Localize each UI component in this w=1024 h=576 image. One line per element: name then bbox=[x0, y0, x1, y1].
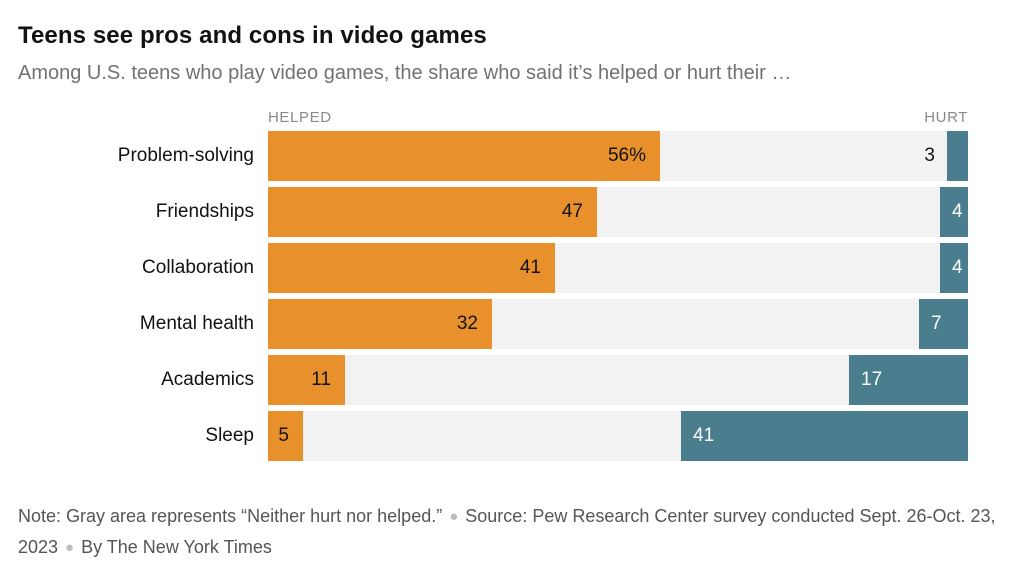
neutral-track: 11 17 bbox=[268, 355, 968, 405]
neutral-track: 56% 3 bbox=[268, 131, 968, 181]
hurt-value-label: 17 bbox=[861, 369, 883, 390]
chart-row: Friendships 47 4 bbox=[18, 187, 968, 237]
hurt-value-label: 3 bbox=[924, 145, 935, 166]
axis-spacer bbox=[18, 109, 268, 126]
hurt-bar: 7 bbox=[919, 299, 968, 349]
hurt-bar: 41 bbox=[681, 411, 968, 461]
hurt-bar bbox=[947, 131, 968, 181]
byline-text: By The New York Times bbox=[81, 536, 272, 557]
helped-value-label: 56% bbox=[607, 145, 646, 166]
neutral-track: 41 4 bbox=[268, 243, 968, 293]
hurt-bar: 4 bbox=[940, 187, 968, 237]
source-text: Source: Pew Research Center survey condu… bbox=[18, 506, 996, 557]
helped-bar: 5 bbox=[268, 411, 303, 461]
category-label: Academics bbox=[161, 369, 254, 390]
helped-value-label: 47 bbox=[561, 201, 583, 222]
helped-bar: 56% bbox=[268, 131, 660, 181]
axis-header: HELPED HURT bbox=[18, 109, 968, 126]
category-label: Collaboration bbox=[142, 257, 254, 278]
bullet-separator-icon: ● bbox=[65, 538, 75, 556]
helped-bar: 41 bbox=[268, 243, 555, 293]
footer-note: Note: Gray area represents “Neither hurt… bbox=[18, 501, 1006, 562]
category-label: Mental health bbox=[139, 313, 254, 334]
hurt-value-label: 4 bbox=[952, 201, 963, 222]
helped-value-label: 5 bbox=[278, 425, 289, 446]
chart-row: Collaboration 41 4 bbox=[18, 243, 968, 293]
page-title: Teens see pros and cons in video games bbox=[18, 22, 487, 49]
axis-labels: HELPED HURT bbox=[268, 109, 968, 126]
category-label: Sleep bbox=[205, 425, 254, 446]
category-label: Problem-solving bbox=[117, 145, 254, 166]
hurt-value-label: 7 bbox=[931, 313, 942, 334]
helped-value-label: 41 bbox=[519, 257, 541, 278]
helped-bar: 32 bbox=[268, 299, 492, 349]
chart-page: Teens see pros and cons in video games A… bbox=[18, 22, 1006, 562]
neutral-track: 5 41 bbox=[268, 411, 968, 461]
hurt-axis-label: HURT bbox=[924, 109, 968, 126]
neutral-track: 47 4 bbox=[268, 187, 968, 237]
helped-bar: 11 bbox=[268, 355, 345, 405]
chart-row: Mental health 32 7 bbox=[18, 299, 968, 349]
diverging-bar-chart: HELPED HURT Problem-solving 56% 3 Friendshi… bbox=[18, 109, 968, 461]
hurt-bar: 17 bbox=[849, 355, 968, 405]
neutral-track: 32 7 bbox=[268, 299, 968, 349]
helped-value-label: 11 bbox=[311, 369, 331, 390]
hurt-bar: 4 bbox=[940, 243, 968, 293]
helped-axis-label: HELPED bbox=[268, 109, 332, 126]
chart-row: Problem-solving 56% 3 bbox=[18, 131, 968, 181]
hurt-value-label: 4 bbox=[952, 257, 963, 278]
page-subtitle: Among U.S. teens who play video games, t… bbox=[18, 62, 792, 84]
helped-bar: 47 bbox=[268, 187, 597, 237]
chart-row: Academics 11 17 bbox=[18, 355, 968, 405]
hurt-value-label: 41 bbox=[693, 425, 715, 446]
category-label: Friendships bbox=[155, 201, 254, 222]
bullet-separator-icon: ● bbox=[449, 508, 459, 525]
helped-value-label: 32 bbox=[456, 313, 478, 334]
note-text: Note: Gray area represents “Neither hurt… bbox=[18, 506, 443, 526]
chart-row: Sleep 5 41 bbox=[18, 411, 968, 461]
chart-rows: Problem-solving 56% 3 Friendships 47 4 Collabo… bbox=[18, 131, 968, 461]
